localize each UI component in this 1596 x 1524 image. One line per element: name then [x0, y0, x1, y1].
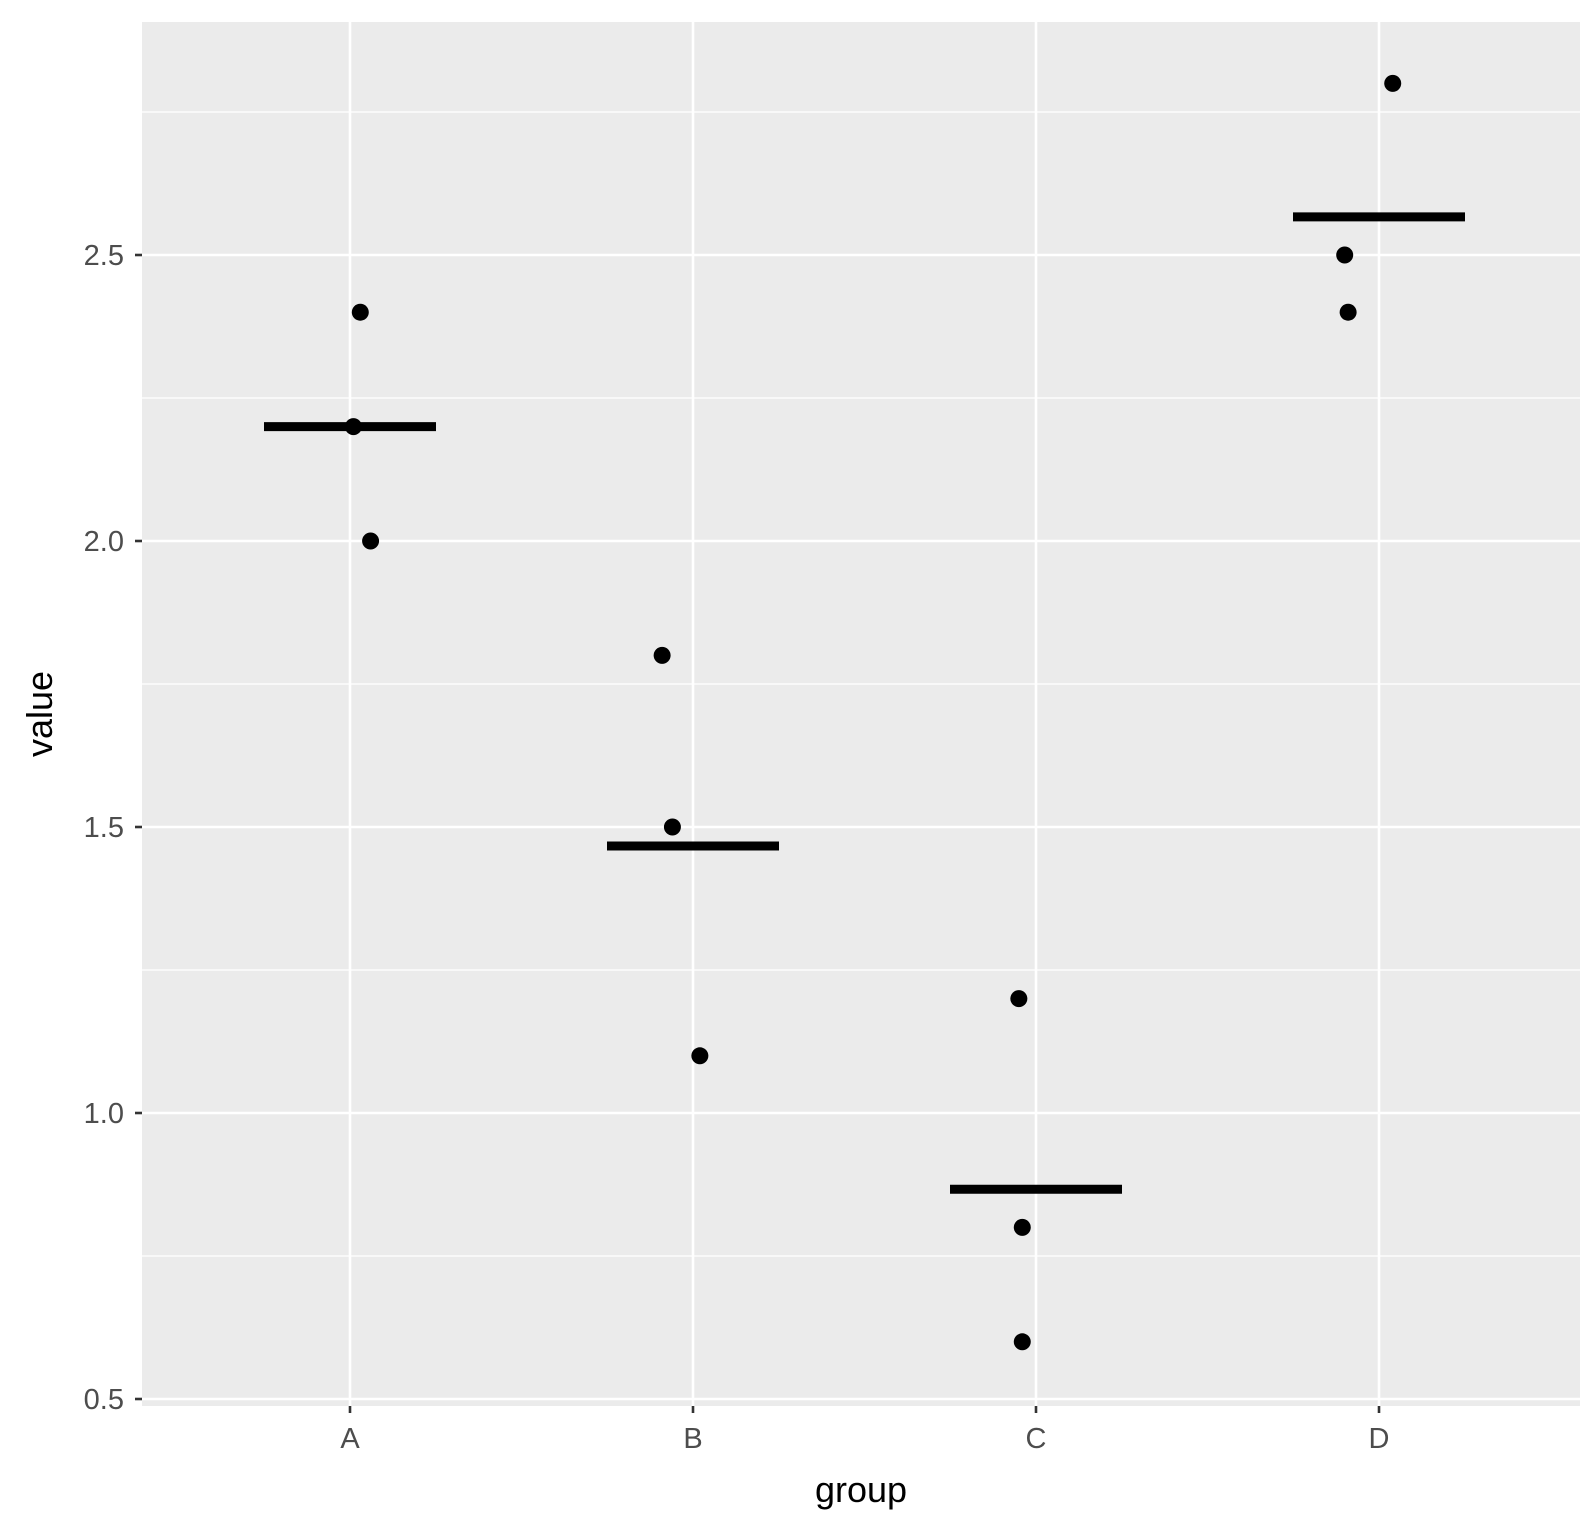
data-point: [1013, 1218, 1031, 1236]
x-tick-label: B: [683, 1423, 702, 1455]
y-tick-label: 1.5: [84, 812, 124, 844]
x-tick-label: A: [340, 1423, 360, 1455]
data-point: [1339, 303, 1357, 321]
y-tick-label: 0.5: [84, 1384, 124, 1416]
data-point: [653, 646, 671, 664]
data-point: [1013, 1333, 1031, 1351]
x-tick-label: C: [1026, 1423, 1047, 1455]
data-point: [351, 303, 369, 321]
data-points: [344, 74, 1402, 1351]
data-point: [362, 532, 380, 550]
y-axis: 0.5 1.0 1.5 2.0 2.5: [84, 240, 142, 1416]
data-point: [1010, 990, 1028, 1008]
data-point: [1384, 74, 1402, 92]
minor-gridlines: [142, 111, 1580, 1257]
data-point: [344, 418, 362, 436]
data-point: [1336, 246, 1354, 264]
data-point: [691, 1047, 709, 1065]
y-axis-title: value: [19, 671, 60, 757]
y-tick-label: 1.0: [84, 1098, 124, 1130]
y-tick-label: 2.5: [84, 240, 124, 272]
plot-panel: [142, 22, 1580, 1406]
y-tick-label: 2.0: [84, 526, 124, 558]
data-point: [663, 818, 681, 836]
x-axis-title: group: [815, 1469, 907, 1510]
x-axis: A B C D: [340, 1406, 1389, 1455]
x-tick-label: D: [1369, 1423, 1390, 1455]
